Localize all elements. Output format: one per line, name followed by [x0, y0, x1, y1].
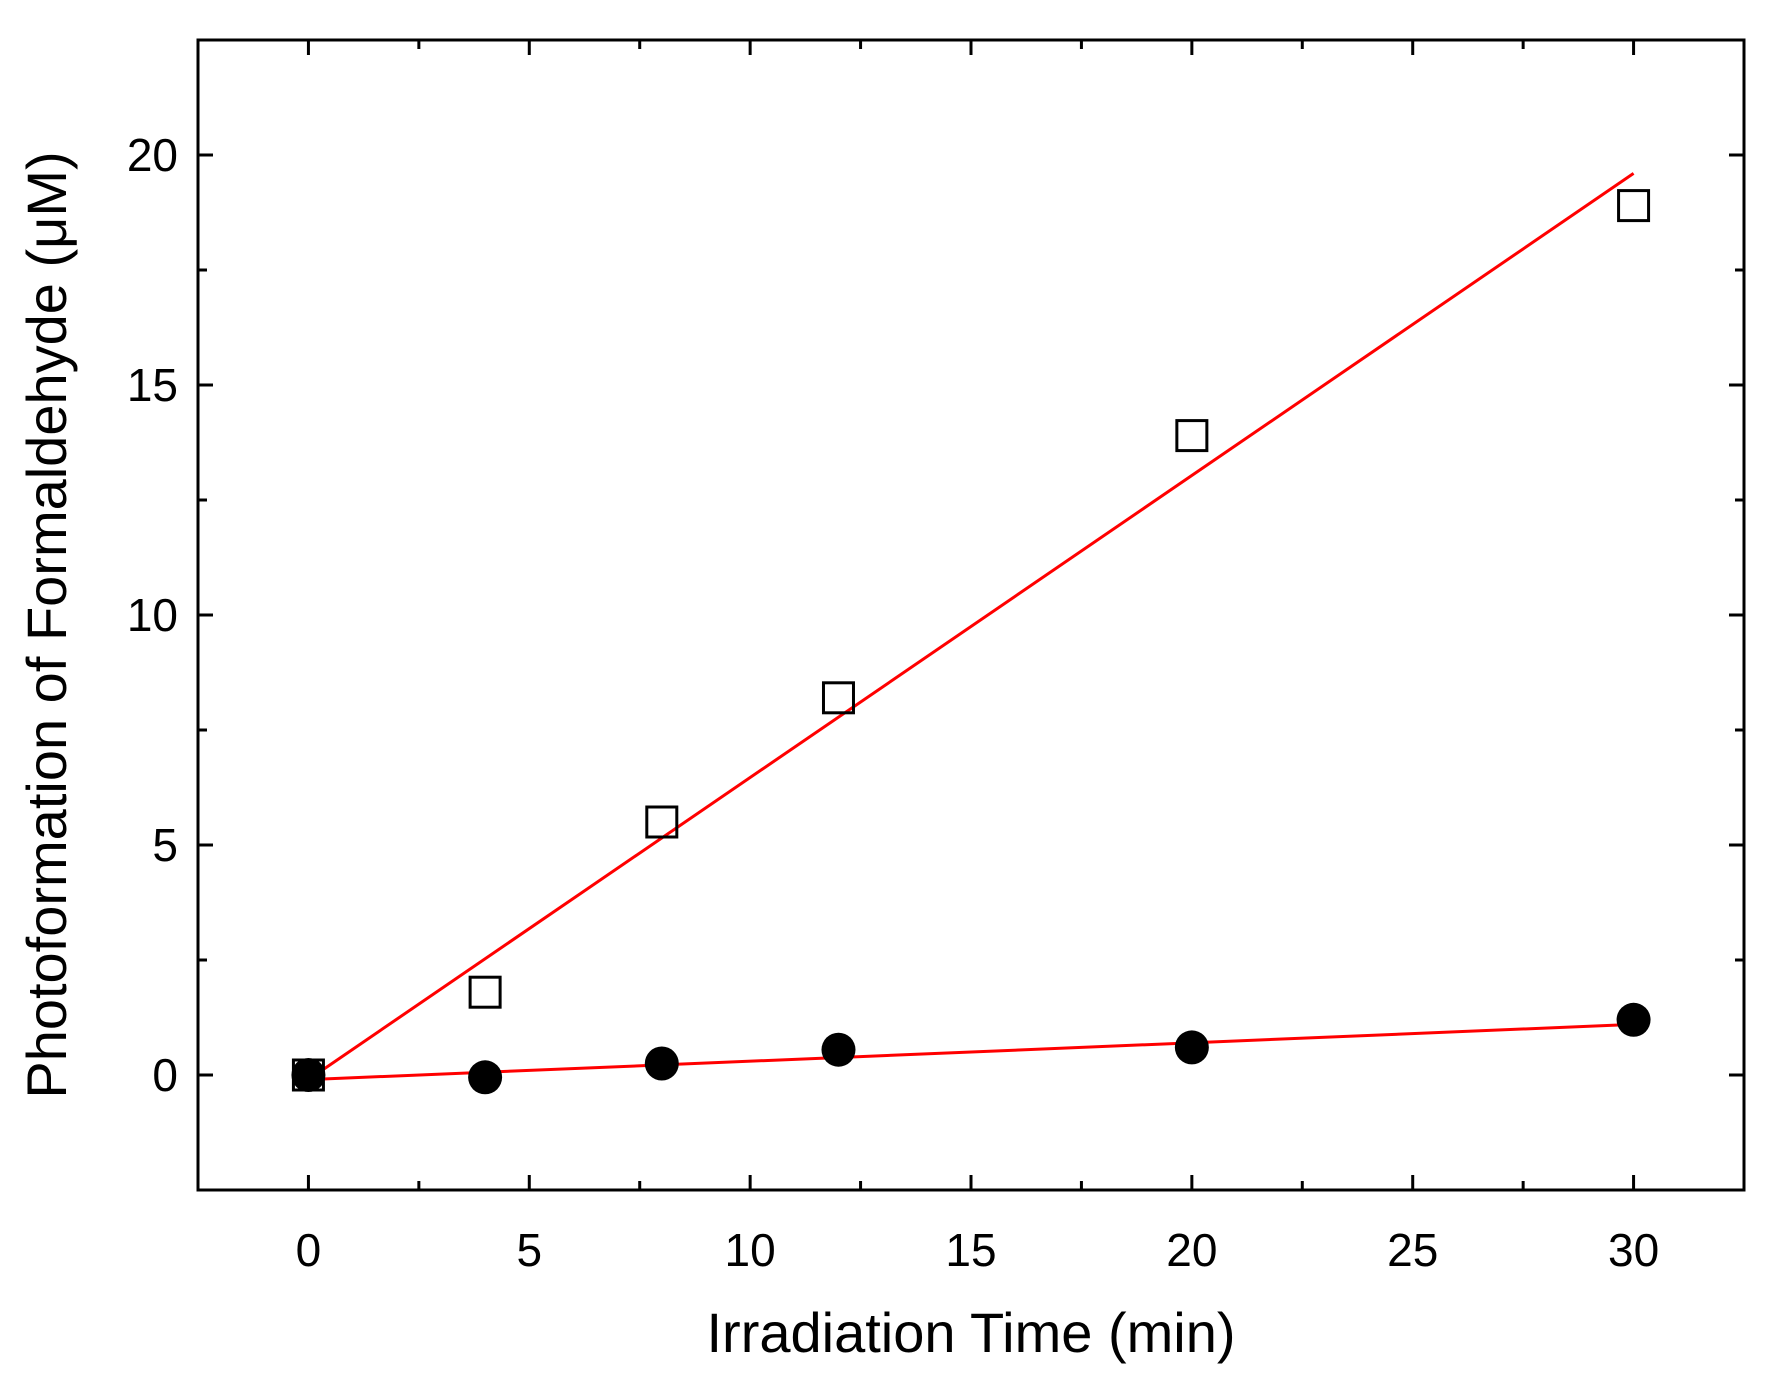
- fit-line-series-1: [307, 172, 1635, 1081]
- y-tick-label: 5: [152, 819, 178, 871]
- x-tick-label: 5: [516, 1224, 542, 1276]
- plot-frame: [196, 38, 1746, 1192]
- y-axis-title: Photoformation of Formaldehyde (μM): [15, 151, 78, 1098]
- data-point-filled-circle: [1616, 1002, 1651, 1037]
- data-points-layer: [291, 189, 1651, 1095]
- data-point-open-square: [645, 805, 679, 839]
- y-tick-label: 0: [152, 1049, 178, 1101]
- fit-lines-layer: [307, 172, 1635, 1082]
- data-point-open-square: [291, 1058, 325, 1092]
- x-tick-label: 30: [1608, 1224, 1659, 1276]
- data-point-filled-circle: [644, 1046, 679, 1081]
- data-point-open-square: [821, 681, 855, 715]
- x-tick-label: 25: [1387, 1224, 1438, 1276]
- x-tick-label: 15: [945, 1224, 996, 1276]
- y-tick-label: 10: [127, 589, 178, 641]
- data-point-filled-circle: [291, 1058, 326, 1092]
- data-point-filled-circle: [1174, 1030, 1209, 1065]
- y-tick-label: 20: [127, 129, 178, 181]
- x-tick-label: 10: [725, 1224, 776, 1276]
- data-point-open-square: [1175, 419, 1209, 453]
- x-tick-label: 0: [296, 1224, 322, 1276]
- y-tick-label: 15: [127, 359, 178, 411]
- x-tick-label: 20: [1166, 1224, 1217, 1276]
- data-point-filled-circle: [468, 1060, 503, 1095]
- data-point-open-square: [1617, 189, 1651, 223]
- data-point-open-square: [468, 975, 502, 1009]
- ticks-layer: 0 5 10 15 20 25 30 0 5 10 15 20: [127, 38, 1744, 1276]
- fit-line-series-2: [308, 1022, 1634, 1082]
- data-point-filled-circle: [821, 1032, 856, 1067]
- x-axis-title: Irradiation Time (min): [706, 1301, 1235, 1364]
